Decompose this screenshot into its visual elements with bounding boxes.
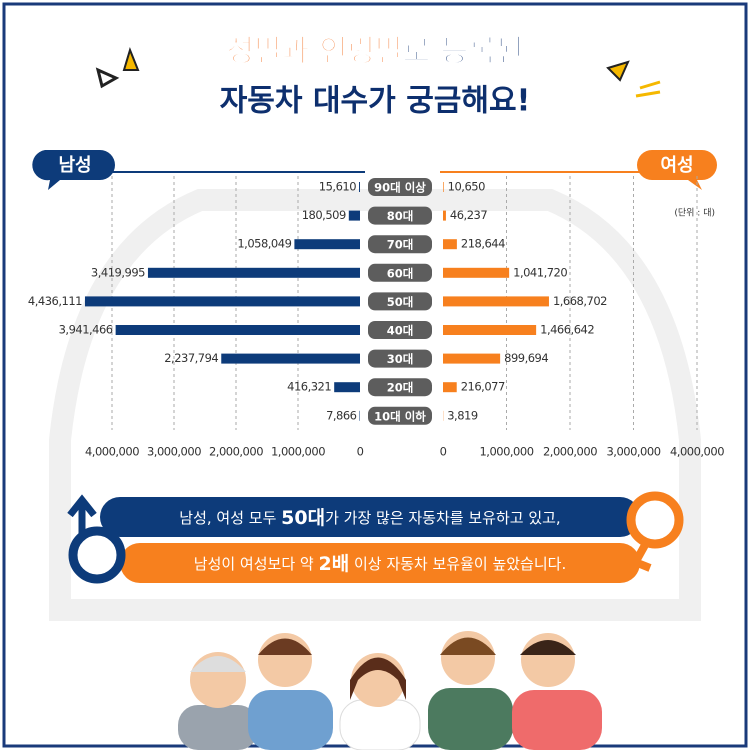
- value-label: 216,077: [461, 380, 505, 394]
- bar: [334, 382, 360, 392]
- value-label: 416,321: [287, 380, 331, 394]
- category-label: 10대 이하: [374, 409, 426, 423]
- title-line-2: 자동차 대수가 궁금해요!: [220, 84, 531, 119]
- female-symbol: [631, 496, 679, 544]
- category-label: 30대: [387, 352, 414, 366]
- bar: [443, 296, 549, 306]
- category-label: 50대: [387, 295, 414, 309]
- value-label: 46,237: [450, 208, 487, 222]
- x-tick-label: 3,000,000: [606, 445, 660, 459]
- title-text: 로 등록된: [403, 34, 524, 69]
- summary-line: 남성이 여성보다 약 2배 이상 자동차 보유율이 높았습니다.: [194, 553, 566, 575]
- title-highlight: 성별과 연령별: [227, 34, 403, 69]
- bar: [443, 354, 500, 364]
- value-label: 7,866: [326, 408, 357, 422]
- male-symbol: [73, 531, 121, 579]
- bar: [148, 268, 360, 278]
- x-tick-label: 2,000,000: [209, 445, 263, 459]
- value-label: 3,819: [447, 408, 478, 422]
- x-tick-label: 4,000,000: [670, 445, 724, 459]
- value-label: 1,041,720: [513, 265, 567, 279]
- category-label: 90대 이상: [374, 181, 426, 195]
- value-label: 4,436,111: [28, 294, 82, 308]
- value-label: 899,694: [504, 351, 548, 365]
- bar: [85, 296, 360, 306]
- value-label: 10,650: [448, 180, 485, 194]
- bar: [116, 325, 360, 335]
- bar: [359, 182, 360, 192]
- value-label: 3,419,995: [91, 265, 145, 279]
- category-label: 60대: [387, 266, 414, 280]
- category-label: 40대: [387, 324, 414, 338]
- category-label: 80대: [387, 209, 414, 223]
- summary-text: 가 가장 많은 자동차를 보유하고 있고,: [325, 509, 561, 527]
- unit-label: (단위 : 대): [674, 208, 715, 219]
- value-label: 15,610: [319, 180, 356, 194]
- bar: [221, 354, 360, 364]
- x-tick-label: 3,000,000: [147, 445, 201, 459]
- x-tick-label: 1,000,000: [271, 445, 325, 459]
- category-label: 20대: [387, 381, 414, 395]
- legend-label: 여성: [660, 155, 693, 176]
- x-tick-label: 0: [357, 445, 364, 459]
- x-tick-label: 1,000,000: [479, 445, 533, 459]
- x-tick-label: 2,000,000: [543, 445, 597, 459]
- value-label: 1,466,642: [540, 323, 594, 337]
- summary-text: 이상 자동차 보유율이 높았습니다.: [349, 555, 566, 573]
- bar: [443, 239, 457, 249]
- x-tick-label: 4,000,000: [85, 445, 139, 459]
- bar: [443, 182, 444, 192]
- bar: [443, 268, 509, 278]
- value-label: 2,237,794: [164, 351, 218, 365]
- category-label: 70대: [387, 238, 414, 252]
- summary-text: 남성, 여성 모두: [179, 509, 281, 527]
- bar: [443, 325, 536, 335]
- value-label: 1,058,049: [237, 237, 291, 251]
- value-label: 218,644: [461, 237, 505, 251]
- summary-emphasis: 2배: [318, 553, 349, 575]
- summary-line: 남성, 여성 모두 50대가 가장 많은 자동차를 보유하고 있고,: [179, 507, 560, 529]
- bar: [349, 211, 360, 221]
- value-label: 1,668,702: [553, 294, 607, 308]
- x-tick-label: 0: [440, 445, 447, 459]
- bar: [443, 211, 446, 221]
- bar: [443, 382, 457, 392]
- title-line-1: 성별과 연령별로 등록된: [227, 34, 524, 69]
- summary-emphasis: 50대: [281, 507, 325, 529]
- value-label: 3,941,466: [59, 323, 113, 337]
- bar: [294, 239, 360, 249]
- value-label: 180,509: [302, 208, 346, 222]
- summary-text: 남성이 여성보다 약: [194, 555, 319, 573]
- legend-label: 남성: [58, 155, 91, 176]
